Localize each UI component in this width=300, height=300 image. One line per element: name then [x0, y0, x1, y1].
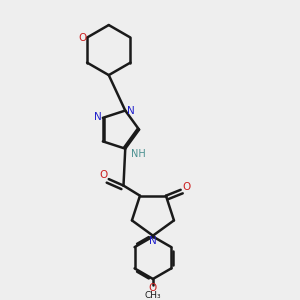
- Text: N: N: [127, 106, 134, 116]
- Text: CH₃: CH₃: [145, 291, 161, 300]
- Text: N: N: [94, 112, 101, 122]
- Text: O: O: [149, 283, 157, 293]
- Text: O: O: [78, 33, 86, 43]
- Text: O: O: [182, 182, 190, 192]
- Text: O: O: [99, 170, 108, 180]
- Text: N: N: [149, 236, 157, 246]
- Text: NH: NH: [131, 149, 146, 159]
